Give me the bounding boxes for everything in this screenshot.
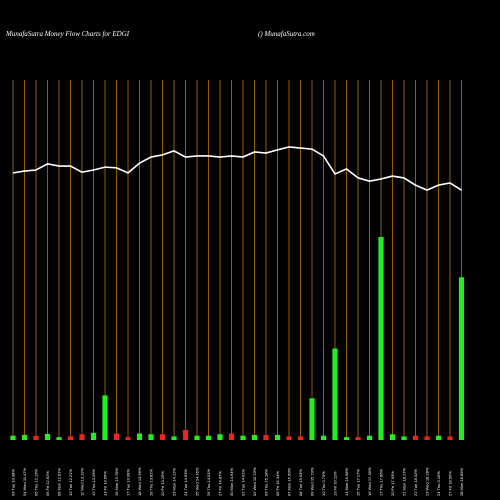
x-tick-label: 24 Tue 14.63% <box>183 469 188 496</box>
bar <box>67 436 74 440</box>
x-tick-label: 26 Thu 14.51% <box>206 468 211 496</box>
x-tick-label: 07 Mon 15.60% <box>287 468 292 496</box>
x-tick-label: 23 Wed 18.28% <box>425 467 430 496</box>
bar <box>56 437 62 440</box>
bar <box>435 435 442 440</box>
bar <box>217 434 223 440</box>
x-tick-label: 03 Thu 15.18% <box>264 468 269 496</box>
bar <box>33 436 39 440</box>
bar <box>332 348 338 440</box>
bar <box>205 435 212 440</box>
x-tick-label: 17 Thu 17.86% <box>379 468 384 496</box>
bar <box>79 434 85 440</box>
bar <box>102 395 108 440</box>
bar <box>263 434 269 440</box>
bar <box>320 435 327 440</box>
bar <box>182 429 189 440</box>
bar <box>251 434 258 440</box>
chart-subtitle: () MunafaSutra.com <box>258 30 315 38</box>
x-tick-label: 06 Fri 12.62% <box>45 471 50 496</box>
x-tick-label: 23 Mon 14.12% <box>172 468 177 496</box>
x-tick-label: 30 Mon 14.94% <box>229 468 234 496</box>
x-tick-label: 27 Fri 14.87% <box>218 471 223 496</box>
bar <box>44 433 51 440</box>
x-tick-label: 01 Tue 14.91% <box>241 469 246 496</box>
x-tick-label: 24 Thu 0.10% <box>436 471 441 496</box>
bar <box>274 434 281 440</box>
bar <box>148 434 154 440</box>
bar <box>90 432 97 440</box>
bar <box>343 437 350 440</box>
bar <box>228 433 235 440</box>
x-tick-label: 03 Tue 10.08% <box>11 469 16 496</box>
bar <box>401 436 407 440</box>
chart-title: MunafaSutra Money Flow Charts for EDGI <box>5 30 130 38</box>
bar <box>366 435 373 440</box>
bar <box>355 437 361 440</box>
x-tick-label: 16 Mon 13.78% <box>114 468 119 496</box>
x-tick-label: 19 Thu 13.82% <box>149 468 154 496</box>
x-tick-label: 05 Thu 12.13% <box>34 468 39 496</box>
x-tick-label: 08 Tue 15.63% <box>298 469 303 496</box>
x-tick-label: 12 Thu 13.26% <box>91 468 96 496</box>
bar <box>389 434 396 440</box>
bar <box>136 433 143 440</box>
x-tick-label: 20 Fri 14.29% <box>160 471 165 496</box>
x-tick-label: 28 Mon 18.89% <box>459 468 464 496</box>
x-tick-label: 18 Wed 13.56% <box>137 467 142 496</box>
x-tick-label: 25 Wed 14.35% <box>195 467 200 496</box>
x-tick-label: 09 Wed 15.73% <box>310 467 315 496</box>
x-tick-label: 15 Tue 17.17% <box>356 469 361 496</box>
bar <box>21 434 28 440</box>
bar <box>171 436 177 440</box>
bar <box>113 433 120 440</box>
bar <box>286 436 292 440</box>
bar <box>240 435 246 440</box>
bar <box>194 435 200 440</box>
x-tick-label: 06 Fri 15.34% <box>275 471 280 496</box>
x-tick-label: 11 Wed 13.12% <box>80 467 85 496</box>
bar <box>424 436 430 440</box>
bar <box>447 436 453 440</box>
x-tick-label: 09 Mon 12.81% <box>57 468 62 496</box>
x-tick-label: 13 Fri 13.56% <box>103 471 108 496</box>
x-tick-label: 02 Wed 15.23% <box>252 467 257 496</box>
bar <box>159 434 166 440</box>
x-tick-label: 27 Fri 18.56% <box>448 471 453 496</box>
x-tick-label: 20 Fri 17.93% <box>390 471 395 496</box>
bar <box>378 236 384 440</box>
x-tick-label: 10 Thu 0.73% <box>321 471 326 496</box>
x-tick-label: 13 Fri 16.11% <box>333 471 338 496</box>
x-tick-label: 16 Wed 17.38% <box>367 467 372 496</box>
bar <box>297 436 304 440</box>
bar <box>125 437 131 440</box>
x-tick-label: 17 Tue 13.09% <box>126 469 131 496</box>
x-tick-label: 21 Mon 18.17% <box>402 468 407 496</box>
bar <box>412 435 419 440</box>
bar <box>10 435 16 440</box>
x-tick-label: 22 Tue 18.02% <box>413 469 418 496</box>
x-tick-label: 10 Tue 12.21% <box>68 469 73 496</box>
money-flow-line <box>12 146 462 192</box>
x-tick-label: 04 Wed 11.47% <box>22 467 27 496</box>
x-tick-label: 14 Mon 16.58% <box>344 468 349 496</box>
bar <box>309 398 315 440</box>
bar <box>458 277 465 440</box>
